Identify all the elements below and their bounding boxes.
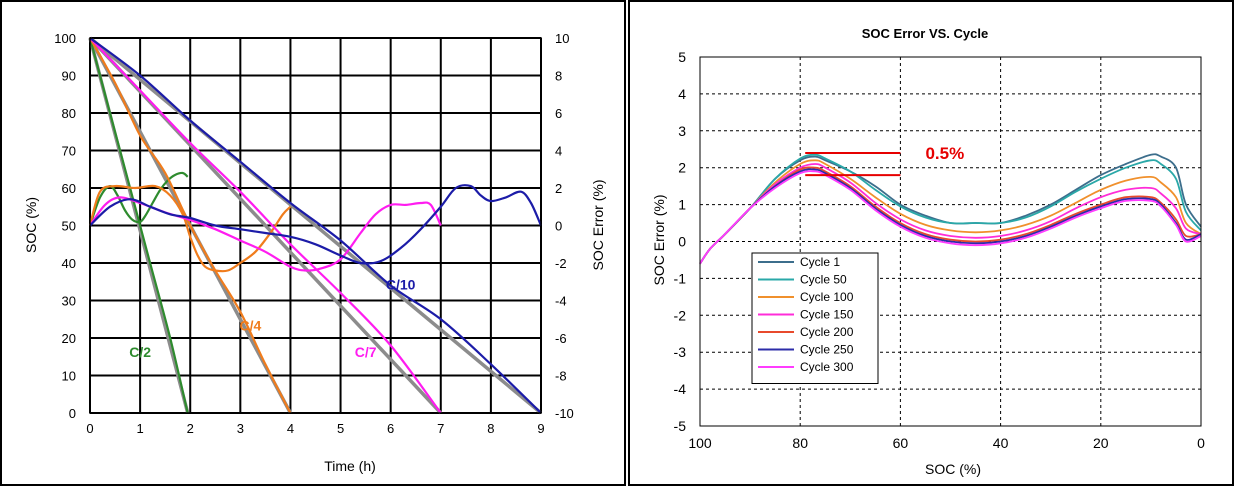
- cycle-error-line: [699, 153, 1202, 265]
- soc-error-line: [88, 184, 292, 273]
- legend-box: [751, 252, 879, 384]
- left-x-tick-label: 4: [287, 421, 294, 436]
- soc-line: [88, 37, 189, 414]
- legend-label: Cycle 150: [800, 308, 854, 322]
- left-y-tick-label: 80: [62, 106, 76, 121]
- left-x-tick-label: 1: [136, 421, 143, 436]
- left-y-tick-label: 20: [62, 331, 76, 346]
- cycle-error-line: [699, 163, 1202, 265]
- right-y-tick-label: -2: [674, 307, 687, 323]
- left-y-tick-label: 30: [62, 294, 76, 309]
- legend-label: Cycle 200: [800, 325, 854, 339]
- cycle-error-line: [699, 159, 1202, 265]
- left-y2-tick-label: -10: [555, 406, 574, 421]
- left-series: [88, 37, 543, 414]
- left-y-tick-label: 70: [62, 144, 76, 159]
- left-x-tick-label: 6: [387, 421, 394, 436]
- right-y-tick-label: 1: [678, 197, 686, 213]
- left-y-tick-label: 100: [54, 31, 76, 46]
- right-y-tick-label: 3: [678, 123, 686, 139]
- right-tick-labels: 100 80 60 40 20 0 -5 -4 -3 -2 -1 0 1 2 3 4 5: [674, 49, 1206, 451]
- right-y-axis-label: SOC Error (%): [651, 195, 667, 286]
- left-y2-tick-label: 6: [555, 106, 562, 121]
- left-y-tick-label: 40: [62, 256, 76, 271]
- right-chart-title: SOC Error VS. Cycle: [862, 26, 988, 41]
- right-y-tick-label: -3: [674, 344, 687, 360]
- right-x-tick-label: 60: [893, 435, 909, 451]
- soc-line: [89, 37, 442, 414]
- left-curve-label: C/2: [129, 344, 151, 360]
- left-x-tick-label: 2: [187, 421, 194, 436]
- left-y-tick-label: 50: [62, 219, 76, 234]
- cycle-error-line: [699, 170, 1202, 265]
- left-curve-label: C/10: [386, 276, 416, 292]
- reference-line: [88, 36, 543, 415]
- right-x-tick-label: 80: [792, 435, 808, 451]
- left-x-tick-label: 0: [86, 421, 93, 436]
- legend-label: Cycle 300: [800, 360, 854, 374]
- left-y-tick-label: 60: [62, 181, 76, 196]
- right-y-tick-label: 5: [678, 49, 686, 65]
- right-y-tick-label: 2: [678, 160, 686, 176]
- left-y2-tick-label: 8: [555, 69, 562, 84]
- legend-label: Cycle 250: [800, 343, 854, 357]
- soc-line: [89, 37, 542, 414]
- left-curve-label: C/7: [355, 344, 377, 360]
- soc-error-vs-cycle-chart-panel: SOC Error VS. Cycle 100 80 60 40 20 0 -5 -4 -3 -2…: [628, 0, 1234, 486]
- left-x-tick-label: 3: [237, 421, 244, 436]
- right-legend: Cycle 1 Cycle 50 Cycle 100 Cycle 150 Cycle 2…: [751, 252, 879, 384]
- legend-label: Cycle 1: [800, 255, 840, 269]
- left-y2-tick-label: 0: [555, 219, 562, 234]
- soc-error-line: [89, 184, 543, 265]
- right-x-tick-label: 40: [993, 435, 1009, 451]
- right-x-tick-label: 0: [1197, 435, 1205, 451]
- left-y-tick-label: 90: [62, 69, 76, 84]
- left-tick-labels: 0 1 2 3 4 5 6 7 8 90102030405060708090100-10-8-6-…: [54, 31, 574, 436]
- left-y2-tick-label: -6: [555, 331, 567, 346]
- left-x-tick-label: 5: [337, 421, 344, 436]
- left-y-tick-label: 0: [69, 406, 76, 421]
- left-y2-axis-label: SOC Error (%): [590, 180, 606, 271]
- left-annotations: C/2 C/4 C/7 C/10: [129, 276, 415, 360]
- left-x-tick-label: 9: [537, 421, 544, 436]
- soc-vs-time-chart: 0 1 2 3 4 5 6 7 8 90102030405060708090100-10-8-6-…: [0, 0, 626, 486]
- right-y-tick-label: 4: [678, 86, 686, 102]
- difference-label: 0.5%: [925, 144, 964, 163]
- left-y-tick-label: 10: [62, 369, 76, 384]
- left-y2-tick-label: -8: [555, 369, 567, 384]
- right-panel-frame: [628, 0, 1234, 486]
- left-plot-border: [89, 37, 542, 414]
- right-x-axis-label: SOC (%): [925, 461, 981, 477]
- left-y-axis-label: SOC (%): [23, 197, 39, 253]
- left-x-tick-label: 7: [437, 421, 444, 436]
- left-y2-tick-label: 2: [555, 181, 562, 196]
- soc-error-vs-cycle-chart: SOC Error VS. Cycle 100 80 60 40 20 0-5-4-3-2…: [628, 0, 1234, 486]
- left-y2-tick-label: -2: [555, 256, 567, 271]
- right-x-tick-label: 20: [1093, 435, 1109, 451]
- right-series: [699, 153, 1202, 265]
- legend-label: Cycle 100: [800, 290, 854, 304]
- right-y-tick-label: 0: [678, 234, 686, 250]
- right-annotations: 0.5%: [805, 144, 964, 177]
- left-x-tick-label: 8: [487, 421, 494, 436]
- right-plot-border: [699, 56, 1202, 427]
- right-y-tick-label: -4: [674, 381, 687, 397]
- soc-vs-time-chart-panel: 0 1 2 3 4 5 6 7 8 9 0 10 20 30 40 50 60 70 80 90 100 -10 -8 -6-…: [0, 0, 626, 486]
- right-y-tick-label: -1: [674, 270, 687, 286]
- legend-label: Cycle 50: [800, 273, 847, 287]
- soc-line: [89, 37, 292, 414]
- cycle-error-line: [699, 168, 1202, 265]
- right-x-tick-label: 100: [688, 435, 712, 451]
- left-x-axis-label: Time (h): [324, 458, 376, 474]
- right-y-tick-label: -5: [674, 418, 687, 434]
- left-y2-tick-label: 4: [555, 144, 562, 159]
- left-curve-label: C/4: [239, 318, 261, 334]
- left-y2-tick-label: 10: [555, 31, 569, 46]
- left-y2-tick-label: -4: [555, 294, 567, 309]
